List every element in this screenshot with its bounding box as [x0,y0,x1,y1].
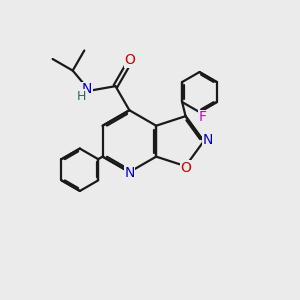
Text: O: O [125,53,136,68]
Text: N: N [203,133,213,147]
Text: N: N [124,166,135,180]
Text: F: F [199,110,207,124]
Text: N: N [82,82,92,96]
Text: O: O [181,161,192,175]
Text: H: H [77,89,86,103]
